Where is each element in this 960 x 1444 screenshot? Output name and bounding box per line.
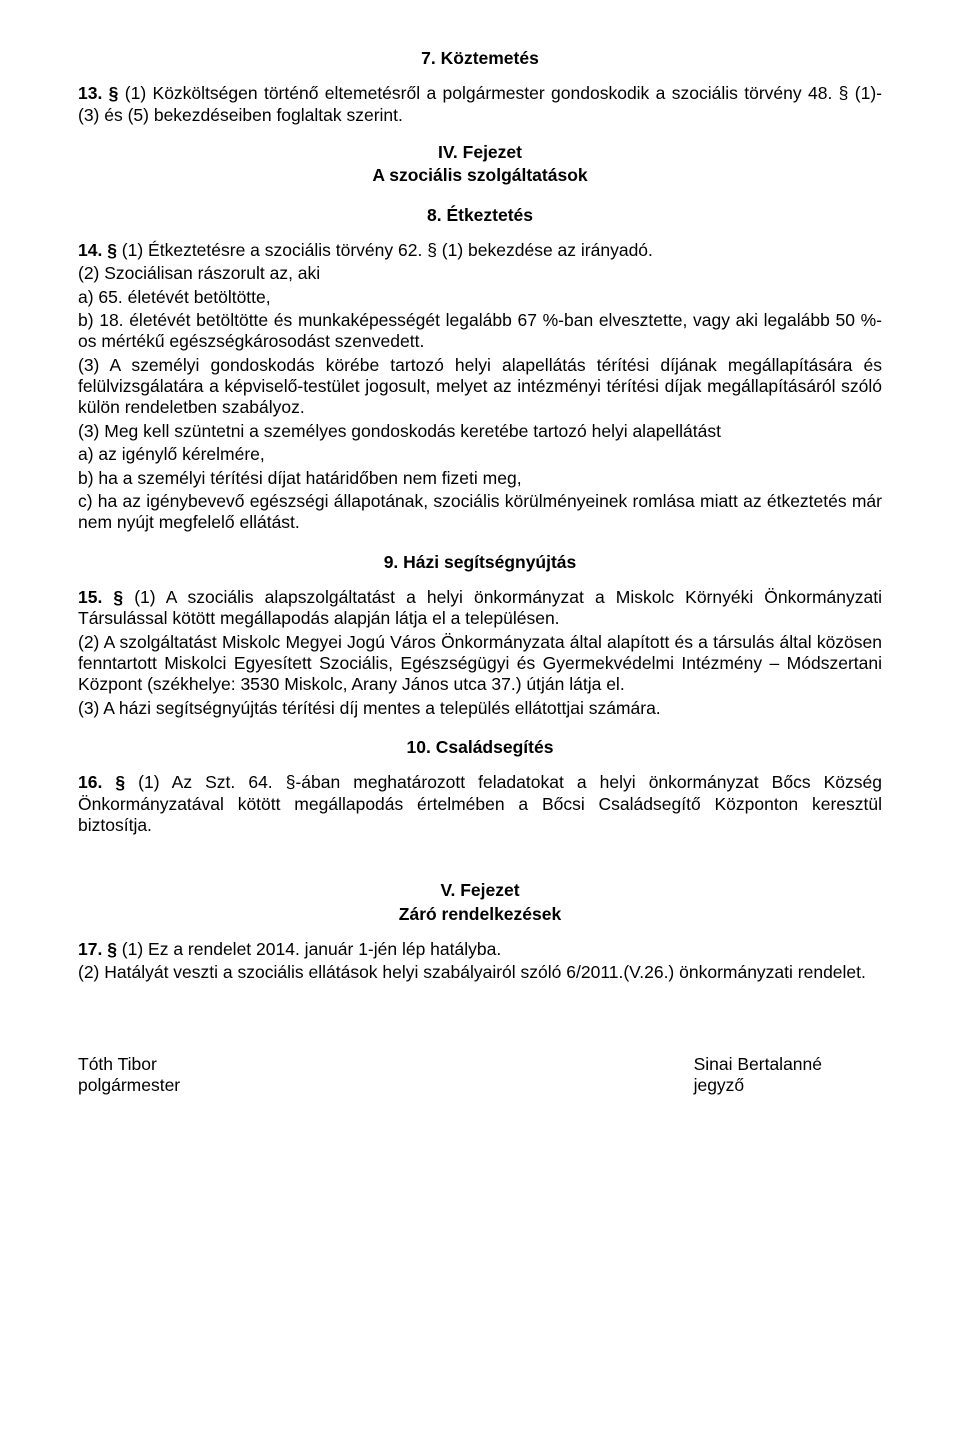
chapter-v-line1: V. Fejezet — [78, 880, 882, 901]
para-14-3b-a: a) az igénylő kérelmére, — [78, 444, 882, 465]
chapter-iv-line1: IV. Fejezet — [78, 142, 882, 163]
signer-right-name: Sinai Bertalanné — [694, 1054, 822, 1075]
chapter-iv-line2: A szociális szolgáltatások — [78, 165, 882, 186]
para-15-2: (2) A szolgáltatást Miskolc Megyei Jogú … — [78, 632, 882, 696]
signer-right-title: jegyző — [694, 1075, 822, 1096]
para-14-3a: (3) A személyi gondoskodás körébe tartoz… — [78, 355, 882, 419]
signature-left: Tóth Tibor polgármester — [78, 1054, 180, 1097]
para-16: 16. § (1) Az Szt. 64. §-ában meghatározo… — [78, 772, 882, 836]
para-14-3b-c: c) ha az igénybevevő egészségi állapotán… — [78, 491, 882, 534]
para-17-2: (2) Hatályát veszti a szociális ellátáso… — [78, 962, 882, 983]
chapter-v-line2: Záró rendelkezések — [78, 904, 882, 925]
section-8-title: 8. Étkeztetés — [78, 205, 882, 226]
para-14-b: b) 18. életévét betöltötte és munkaképes… — [78, 310, 882, 353]
signature-right: Sinai Bertalanné jegyző — [694, 1054, 882, 1097]
section-9-title: 9. Házi segítségnyújtás — [78, 552, 882, 573]
section-10-title: 10. Családsegítés — [78, 737, 882, 758]
para-14-3b: (3) Meg kell szüntetni a személyes gondo… — [78, 421, 882, 442]
signatures-row: Tóth Tibor polgármester Sinai Bertalanné… — [78, 1054, 882, 1097]
signer-left-name: Tóth Tibor — [78, 1054, 180, 1075]
para-14-2: (2) Szociálisan rászorult az, aki — [78, 263, 882, 284]
para-15-1: 15. § (1) A szociális alapszolgáltatást … — [78, 587, 882, 630]
para-17-1: 17. § (1) Ez a rendelet 2014. január 1-j… — [78, 939, 882, 960]
para-14-1: 14. § (1) Étkeztetésre a szociális törvé… — [78, 240, 882, 261]
section-7-title: 7. Köztemetés — [78, 48, 882, 69]
para-13: 13. § (1) Közköltségen történő eltemetés… — [78, 83, 882, 126]
para-15-3: (3) A házi segítségnyújtás térítési díj … — [78, 698, 882, 719]
signer-left-title: polgármester — [78, 1075, 180, 1096]
para-14-a: a) 65. életévét betöltötte, — [78, 287, 882, 308]
para-14-3b-b: b) ha a személyi térítési díjat határidő… — [78, 468, 882, 489]
